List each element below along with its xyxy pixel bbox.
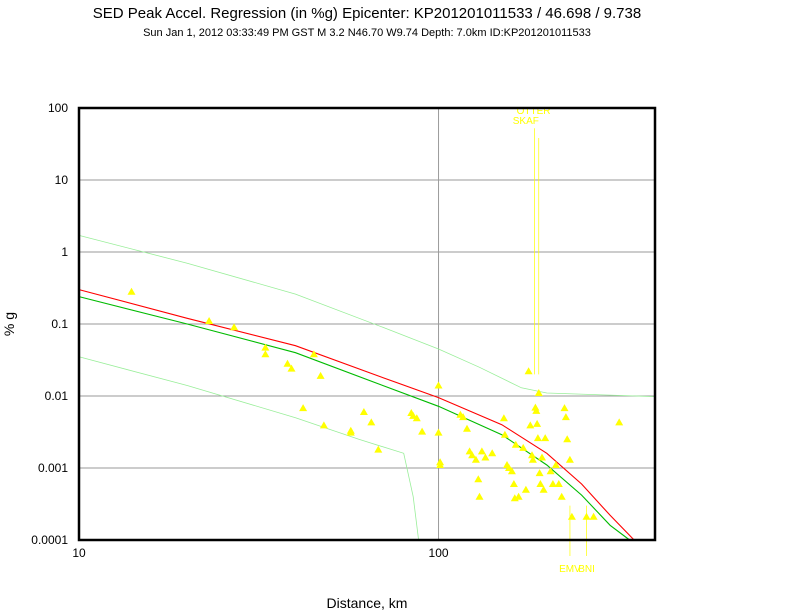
regression-curves [78, 235, 656, 541]
data-point [589, 512, 598, 520]
data-point [500, 430, 509, 438]
data-points [127, 287, 624, 520]
data-point [481, 453, 490, 461]
data-point [563, 435, 572, 443]
data-point [412, 414, 421, 422]
data-point [511, 440, 520, 448]
y-tick-label: 10 [55, 173, 69, 187]
data-point [319, 421, 328, 429]
data-point [316, 371, 325, 379]
data-point [475, 492, 484, 500]
data-point [287, 364, 296, 372]
bound-curve [78, 356, 419, 541]
x-tick-label: 10 [72, 546, 86, 560]
grid-lines [78, 107, 655, 541]
y-tick-label: 0.001 [38, 461, 68, 475]
data-point [418, 427, 427, 435]
data-point [205, 317, 214, 324]
data-point [524, 367, 533, 375]
plot-frame [77, 106, 657, 542]
data-point [534, 389, 543, 396]
data-point [546, 467, 555, 475]
data-point [557, 492, 566, 500]
data-point [535, 469, 544, 477]
data-point [538, 453, 546, 461]
data-point [468, 451, 477, 459]
data-point [463, 424, 471, 432]
y-tick-label: 0.01 [45, 389, 69, 403]
data-point [554, 480, 563, 487]
x-axis-label: Distance, km [327, 595, 408, 611]
y-tick-labels: 0.0001 0.001 0.01 0.1 1 10 100 [31, 101, 68, 547]
data-point [615, 418, 624, 426]
data-point [507, 467, 516, 475]
station-label: BNI [578, 564, 595, 575]
y-axis-label: % g [1, 312, 17, 336]
data-point [509, 480, 518, 487]
station-label: EMV [559, 564, 581, 575]
x-tick-labels: 10 100 [72, 546, 449, 560]
red-curve [78, 289, 635, 541]
data-point [521, 485, 530, 493]
data-point [560, 404, 569, 412]
data-point [551, 461, 560, 468]
data-point [261, 350, 270, 358]
data-point [532, 406, 541, 414]
bound-curve [78, 235, 656, 397]
data-point [488, 449, 497, 457]
y-tick-label: 1 [61, 245, 68, 259]
data-point [528, 451, 536, 459]
data-point [367, 418, 376, 426]
data-point [434, 428, 443, 436]
chart-subtitle: Sun Jan 1, 2012 03:33:49 PM GST M 3.2 N4… [143, 27, 591, 39]
data-point [434, 381, 443, 389]
data-point [261, 343, 270, 351]
data-point [499, 414, 508, 422]
y-tick-label: 100 [48, 101, 68, 115]
data-point [539, 485, 548, 493]
data-point [230, 323, 239, 331]
data-point [528, 455, 537, 463]
data-point [582, 512, 591, 520]
data-point [127, 287, 136, 295]
data-point [533, 419, 542, 427]
data-point [359, 408, 368, 415]
y-tick-label: 0.1 [51, 317, 68, 331]
data-point [541, 434, 550, 442]
data-point [283, 359, 292, 367]
data-point [346, 428, 355, 436]
data-point [533, 434, 542, 442]
data-point [526, 421, 535, 429]
data-point [477, 447, 486, 455]
data-point [536, 480, 545, 487]
data-point [565, 455, 574, 463]
data-point [519, 443, 528, 451]
y-tick-label: 0.0001 [31, 533, 68, 547]
data-point [474, 475, 483, 483]
chart-title: SED Peak Accel. Regression (in %g) Epice… [93, 5, 641, 22]
data-point [514, 492, 523, 500]
data-point [548, 480, 557, 487]
x-tick-label: 100 [429, 546, 449, 560]
data-point [374, 445, 383, 453]
station-label: SKAF [513, 116, 539, 127]
data-point [471, 455, 480, 463]
station-label: OTTER [517, 106, 551, 117]
green-curve [78, 296, 630, 541]
data-point [436, 461, 445, 468]
data-point [567, 512, 576, 520]
data-point [459, 413, 468, 421]
data-point [299, 404, 308, 412]
data-point [309, 350, 318, 358]
data-point [561, 413, 570, 421]
